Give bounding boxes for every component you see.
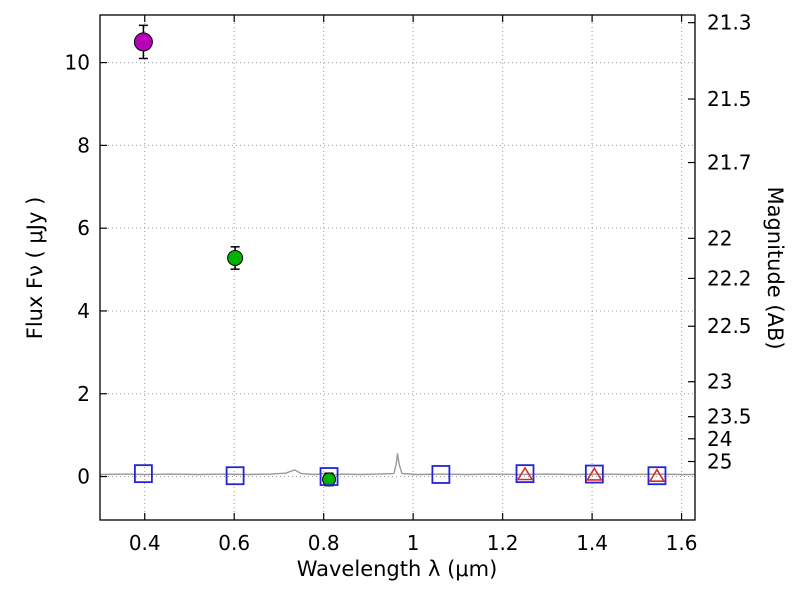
triangle-marker	[516, 466, 534, 481]
x-tick-label: 0.8	[308, 531, 340, 555]
right-tick-label: 22	[707, 226, 732, 250]
y-tick-label: 10	[65, 51, 90, 75]
right-tick-label: 21.3	[707, 11, 752, 35]
right-tick-label: 25	[707, 450, 732, 474]
right-tick-label: 24	[707, 427, 732, 451]
right-tick-label: 22.2	[707, 266, 752, 290]
circle-marker	[322, 472, 337, 487]
square-marker	[431, 465, 451, 484]
x-tick-label: 1.2	[487, 531, 519, 555]
x-tick-label: 1.6	[666, 531, 698, 555]
right-tick-label: 22.5	[707, 314, 752, 338]
right-tick-label: 21.5	[707, 87, 752, 111]
grid-layer	[100, 15, 695, 520]
square-marker	[584, 464, 604, 484]
plot-frame	[99, 14, 696, 521]
x-tick-label: 0.6	[218, 531, 250, 555]
y-axis-label: Flux Fν ( μJy )	[23, 197, 47, 340]
triangle-marker	[585, 466, 603, 481]
y-tick-label: 6	[77, 216, 90, 240]
y-tick-label: 4	[77, 299, 90, 323]
x-tick-label: 1	[407, 531, 420, 555]
circle-marker	[133, 32, 153, 52]
x-axis-label: Wavelength λ (μm)	[297, 557, 498, 581]
right-tick-label: 21.7	[707, 151, 752, 175]
x-tick-label: 1.4	[576, 531, 608, 555]
square-marker	[319, 467, 339, 486]
series-layer	[99, 24, 695, 487]
triangle-marker	[648, 467, 666, 482]
square-marker	[133, 464, 153, 484]
square-marker	[225, 466, 245, 486]
square-marker	[647, 466, 667, 486]
right-tick-label: 23	[707, 370, 732, 394]
y-tick-label: 0	[77, 465, 90, 489]
axes-layer	[99, 14, 696, 521]
circle-marker	[227, 249, 244, 266]
y-tick-label: 2	[77, 382, 90, 406]
right-tick-label: 23.5	[707, 405, 752, 429]
model-spectrum-line	[99, 453, 695, 476]
tick-labels-layer: 0.4 0.6 0.8 1 1.2 1.4 1.6024681021.321.521.722…	[65, 11, 752, 555]
right-axis-label: Magnitude (AB)	[763, 186, 787, 349]
y-tick-label: 8	[77, 133, 90, 157]
square-marker	[515, 464, 535, 484]
x-tick-label: 0.4	[129, 531, 161, 555]
